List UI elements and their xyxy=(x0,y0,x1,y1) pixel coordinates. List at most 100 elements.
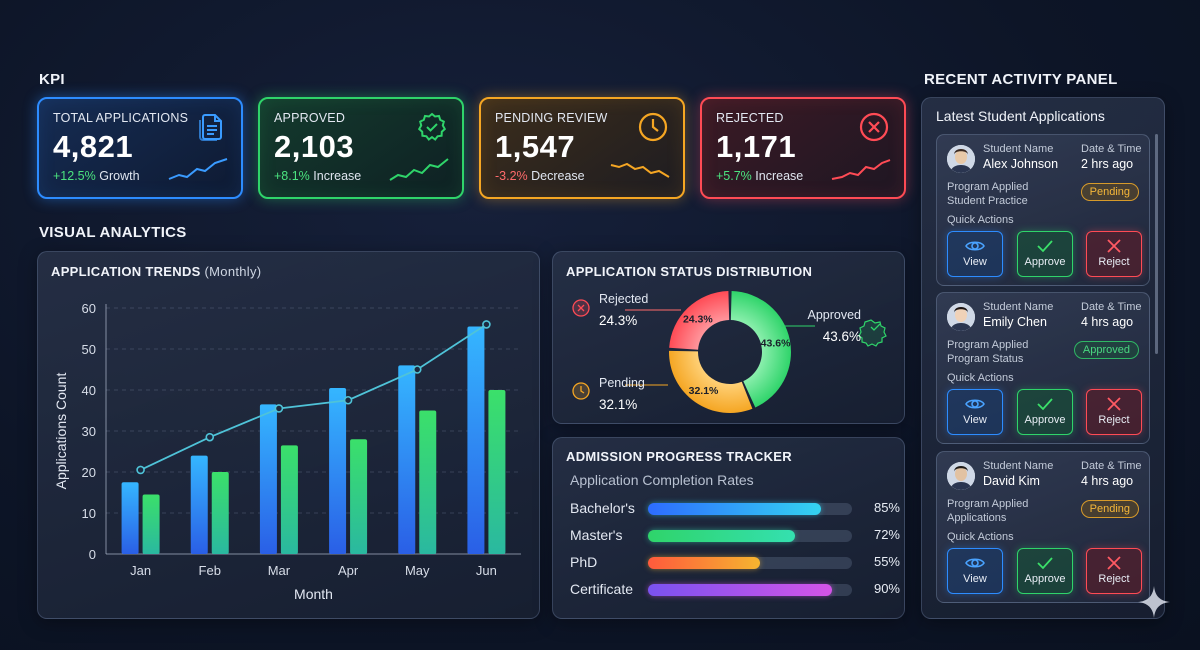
progress-row-certificate: Certificate 90% xyxy=(570,579,900,599)
documents-icon xyxy=(199,114,222,141)
trend-point xyxy=(482,320,491,329)
close-icon xyxy=(1107,556,1121,570)
progress-row-phd: PhD 55% xyxy=(570,552,900,572)
view-button[interactable]: View xyxy=(947,389,1003,435)
donut-chart: 43.6% 32.1% 24.3% Rejected 24.3% Pending 32.1%… xyxy=(572,291,887,413)
activity-card: Student Name David Kim Date & Time 4 hrs… xyxy=(936,451,1150,603)
view-button-label: View xyxy=(963,414,987,426)
view-button[interactable]: View xyxy=(947,231,1003,277)
progress-label: Master's xyxy=(570,527,623,543)
student-name-label: Student Name xyxy=(983,301,1054,313)
program-value: Program Status xyxy=(947,353,1024,365)
x-tick-label: Feb xyxy=(199,563,221,578)
progress-fill xyxy=(648,584,832,596)
bar-blue xyxy=(329,387,347,554)
panel-title-suffix: (Monthly) xyxy=(204,264,262,279)
student-name-label: Student Name xyxy=(983,460,1054,472)
progress-percent: 55% xyxy=(873,554,900,569)
student-name-label: Student Name xyxy=(983,143,1054,155)
legend-value-approved: 43.6% xyxy=(823,329,861,344)
kpi-card-rejected[interactable]: REJECTED 1,171 +5.7% Increase xyxy=(700,97,906,199)
eye-icon xyxy=(965,241,985,251)
activity-panel-title: Latest Student Applications xyxy=(936,108,1105,124)
reject-button[interactable]: Reject xyxy=(1086,231,1142,277)
date-time-label: Date & Time xyxy=(1081,143,1142,155)
eye-icon xyxy=(965,558,985,568)
program-label: Program Applied xyxy=(947,498,1029,510)
x-axis-label: Month xyxy=(294,586,333,602)
student-photo-icon xyxy=(947,462,975,490)
student-name: David Kim xyxy=(983,474,1040,488)
date-time-value: 4 hrs ago xyxy=(1081,474,1134,488)
avatar xyxy=(947,145,975,173)
student-name: Alex Johnson xyxy=(983,157,1059,171)
recent-activity-title: RECENT ACTIVITY PANEL xyxy=(924,71,1118,88)
kpi-change: +8.1% xyxy=(274,169,310,183)
kpi-label: TOTAL APPLICATIONS xyxy=(53,111,189,125)
kpi-card-approved[interactable]: APPROVED 2,103 +8.1% Increase xyxy=(258,97,464,199)
kpi-value: 1,547 xyxy=(495,129,576,164)
status-badge: Approved xyxy=(1073,341,1139,359)
quick-actions-label: Quick Actions xyxy=(947,531,1014,543)
donut-slice-label: 43.6% xyxy=(761,338,791,350)
kpi-label: APPROVED xyxy=(274,111,346,125)
program-value: Applications xyxy=(947,512,1007,524)
student-photo-icon xyxy=(947,303,975,331)
panel-title: APPLICATION STATUS DISTRIBUTION xyxy=(566,264,813,279)
sparkle-icon xyxy=(1138,586,1170,618)
kpi-label: REJECTED xyxy=(716,111,784,125)
kpi-card-pending-review[interactable]: PENDING REVIEW 1,547 -3.2% Decrease xyxy=(479,97,685,199)
kpi-change: +5.7% xyxy=(716,169,752,183)
application-trends-panel: APPLICATION TRENDS (Monthly) 0 10 20 30 40 50… xyxy=(37,251,540,619)
legend-label-rejected: Rejected xyxy=(599,292,648,306)
approved-legend-icon xyxy=(858,319,887,347)
bar-blue xyxy=(398,365,416,554)
status-badge: Pending xyxy=(1080,183,1139,201)
approve-button[interactable]: Approve xyxy=(1017,389,1073,435)
trend-point xyxy=(343,395,353,405)
date-time-label: Date & Time xyxy=(1081,301,1142,313)
quick-actions-label: Quick Actions xyxy=(947,372,1014,384)
reject-button[interactable]: Reject xyxy=(1086,389,1142,435)
sparkline-icon xyxy=(831,159,891,180)
avatar xyxy=(947,462,975,490)
bar-green xyxy=(488,390,506,554)
rejected-legend-icon xyxy=(572,299,590,317)
date-time-value: 2 hrs ago xyxy=(1081,157,1134,171)
kpi-change: -3.2% xyxy=(495,169,528,183)
x-circle-icon xyxy=(859,112,889,142)
panel-title: ADMISSION PROGRESS TRACKER xyxy=(566,449,792,464)
approve-button[interactable]: Approve xyxy=(1017,548,1073,594)
sparkline-icon xyxy=(610,162,670,178)
approve-button-label: Approve xyxy=(1024,573,1066,585)
scrollbar[interactable] xyxy=(1155,134,1158,354)
reject-button[interactable]: Reject xyxy=(1086,548,1142,594)
legend-label-approved: Approved xyxy=(807,308,861,322)
view-button-label: View xyxy=(963,573,987,585)
kpi-change-note: Increase xyxy=(313,169,362,183)
program-label: Program Applied xyxy=(947,181,1029,193)
kpi-value: 4,821 xyxy=(53,129,134,164)
avatar xyxy=(947,303,975,331)
student-name: Emily Chen xyxy=(983,315,1047,329)
kpi-card-total-applications[interactable]: TOTAL APPLICATIONS 4,821 +12.5% Growth xyxy=(37,97,243,199)
progress-track xyxy=(648,503,852,515)
view-button[interactable]: View xyxy=(947,548,1003,594)
y-tick-label: 50 xyxy=(82,342,96,357)
bar-green xyxy=(419,410,437,554)
check-icon xyxy=(1037,557,1053,570)
date-time-label: Date & Time xyxy=(1081,460,1142,472)
program-value: Student Practice xyxy=(947,195,1028,207)
trend-chart: 0 10 20 30 40 50 60 Jan Feb Mar Apr May Jun Month Appl… xyxy=(53,301,521,602)
approve-button[interactable]: Approve xyxy=(1017,231,1073,277)
donut-slice-label: 24.3% xyxy=(683,313,713,325)
progress-fill xyxy=(648,557,761,569)
trend-point xyxy=(274,404,284,413)
legend-value-pending: 32.1% xyxy=(599,397,637,412)
y-tick-label: 20 xyxy=(82,465,96,480)
bar-green xyxy=(280,445,298,554)
bar-green xyxy=(142,494,160,554)
progress-percent: 72% xyxy=(873,527,900,542)
kpi-change-note: Decrease xyxy=(531,169,585,183)
clock-icon xyxy=(638,112,668,142)
